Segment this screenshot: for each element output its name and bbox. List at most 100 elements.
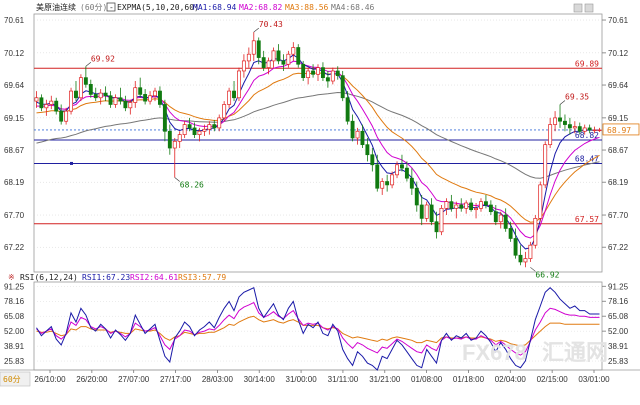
- candle-body: [108, 95, 113, 105]
- candle-body: [365, 144, 370, 156]
- candle-body: [355, 130, 360, 139]
- candle-body: [227, 90, 232, 105]
- candle-body: [212, 124, 217, 129]
- candle-body: [558, 117, 562, 122]
- candle-body: [103, 92, 108, 97]
- time-tick-label: 31/11:00: [328, 375, 359, 384]
- annotation-pointer: [85, 62, 92, 67]
- candle-body: [454, 204, 459, 209]
- candle-body: [503, 214, 508, 229]
- candle-body: [177, 134, 182, 142]
- candle-body: [563, 120, 567, 125]
- candle-body: [385, 181, 390, 186]
- candle-body: [78, 77, 83, 99]
- candle-body: [582, 127, 587, 132]
- candle-body: [375, 164, 380, 189]
- rsi-value-label: RSI2:64.61: [130, 273, 178, 282]
- candle-body: [572, 126, 577, 129]
- rsi-tick-label: 52.00: [608, 327, 629, 336]
- candle-body: [469, 202, 474, 211]
- candle-body: [414, 187, 419, 206]
- collapse-icon: [106, 2, 116, 12]
- candle-body: [39, 97, 44, 109]
- time-tick-label: 30/14:00: [244, 375, 276, 384]
- candle-body: [538, 184, 543, 219]
- candle-body: [335, 70, 340, 77]
- candle-body: [306, 70, 311, 79]
- candle-body: [345, 97, 350, 122]
- candle-body: [291, 47, 296, 55]
- time-tick-label: 27/07:00: [118, 375, 150, 384]
- candle-body: [508, 228, 513, 239]
- candle-body: [118, 97, 123, 102]
- candle-body: [320, 67, 325, 79]
- candle-body: [266, 60, 271, 68]
- candle-body: [54, 100, 59, 112]
- candle-body: [513, 238, 518, 256]
- candle-body: [567, 124, 572, 129]
- candle-body: [197, 130, 202, 135]
- annotation-label: 69.35: [565, 92, 589, 101]
- candle-body: [380, 181, 385, 189]
- time-tick-label: 02/04:00: [495, 375, 527, 384]
- rsi-tick-label: 91.25: [608, 282, 629, 291]
- candle-body: [459, 204, 464, 209]
- candle-body: [83, 77, 88, 85]
- candle-body: [429, 204, 434, 223]
- indicator-label: EXPMA(5,10,20,60): [117, 3, 199, 12]
- candle-body: [316, 67, 320, 75]
- candle-body: [553, 117, 558, 125]
- candle-body: [325, 77, 330, 82]
- annotation-pointer: [253, 27, 259, 33]
- candle-body: [370, 154, 375, 166]
- annotation-label: 70.43: [259, 20, 283, 29]
- candle-body: [74, 90, 78, 99]
- candle-body: [523, 258, 528, 263]
- candle-body: [424, 204, 429, 219]
- current-price-box: [602, 123, 640, 136]
- rsi-tick-label: 38.91: [608, 342, 629, 351]
- candle-body: [419, 204, 424, 219]
- annotation-label: 68.26: [180, 181, 204, 190]
- annotation-pointer: [559, 100, 566, 105]
- period-button[interactable]: [0, 371, 31, 387]
- candle-body: [207, 124, 212, 130]
- candle-body: [390, 174, 395, 186]
- price-tick-label: 68.67: [608, 146, 629, 155]
- candle-body: [400, 164, 404, 169]
- candle-body: [548, 124, 553, 146]
- current-price-label: 68.97: [607, 126, 631, 135]
- watermark-fx678: FX678: [462, 340, 527, 365]
- rsi-tick-label-left: 78.16: [4, 297, 25, 306]
- rsi-value-label: RSI3:57.79: [178, 273, 226, 282]
- candle-body: [222, 104, 227, 119]
- symbol-label: 美原油连续: [36, 2, 76, 12]
- candle-body: [261, 57, 266, 68]
- candle-body: [187, 124, 192, 129]
- candle-body: [246, 53, 251, 62]
- candle-body: [533, 218, 538, 246]
- candle-body: [301, 63, 306, 79]
- rsi-tick-label: 25.83: [608, 357, 629, 366]
- annotation-label: 69.92: [91, 54, 115, 63]
- price-tick-label: 68.19: [608, 178, 629, 187]
- time-tick-label: 28/03:00: [202, 375, 234, 384]
- horizontal-level-label: 68.82: [575, 131, 599, 140]
- period-button-label[interactable]: 60分: [3, 375, 21, 384]
- time-tick-label: 01/08:00: [411, 375, 443, 384]
- ma-value-label: MA3:88.56: [285, 3, 329, 12]
- price-tick-label: 67.70: [608, 211, 629, 220]
- rsi-tick-label-left: 91.25: [4, 282, 25, 291]
- price-tick-label-left: 70.12: [4, 49, 25, 58]
- collapse-icon-glyph: -: [109, 3, 114, 12]
- candle-body: [153, 90, 157, 97]
- candle-body: [44, 104, 49, 109]
- candle-body: [113, 97, 118, 105]
- rsi-tick-label: 65.08: [608, 312, 629, 321]
- candle-body: [202, 128, 207, 132]
- price-panel-frame: [33, 13, 603, 273]
- ma-value-label: MA1:68.94: [193, 3, 237, 12]
- candle-body: [592, 129, 597, 132]
